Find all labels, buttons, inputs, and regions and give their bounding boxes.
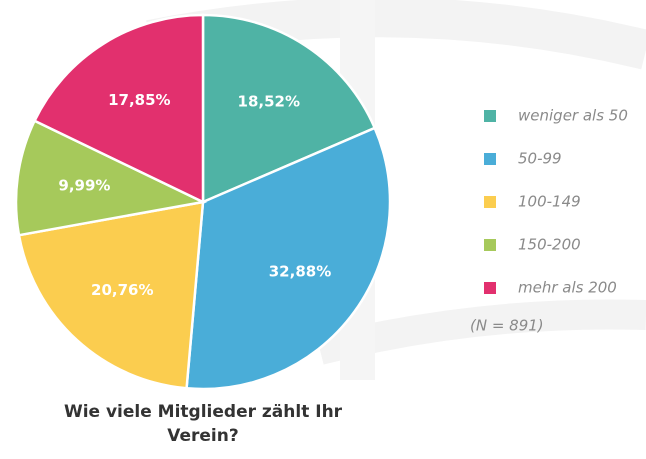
legend-swatch <box>484 282 496 294</box>
legend-label: weniger als 50 <box>518 107 628 125</box>
legend-label: 150-200 <box>518 236 581 254</box>
pie-slice <box>14 119 208 237</box>
value-label: 18,52% <box>238 93 300 111</box>
pie-slice <box>17 200 205 390</box>
legend-swatch <box>484 153 496 165</box>
legend-swatch <box>484 196 496 208</box>
legend-swatch <box>484 239 496 251</box>
pie-slice <box>185 126 392 391</box>
chart-title: Wie viele Mitglieder zählt Ihr Verein? <box>63 402 343 446</box>
legend-label: 50-99 <box>518 150 562 168</box>
pie-slice <box>201 13 377 204</box>
legend-swatch <box>484 110 496 122</box>
value-label: 32,88% <box>269 263 331 281</box>
value-label: 20,76% <box>91 281 153 299</box>
note: (N = 891) <box>470 317 544 335</box>
value-label: 9,99% <box>58 176 110 194</box>
value-label: 17,85% <box>108 91 170 109</box>
legend-label: 100-149 <box>518 193 581 211</box>
legend-label: mehr als 200 <box>518 279 617 297</box>
pie-slice <box>32 13 205 204</box>
